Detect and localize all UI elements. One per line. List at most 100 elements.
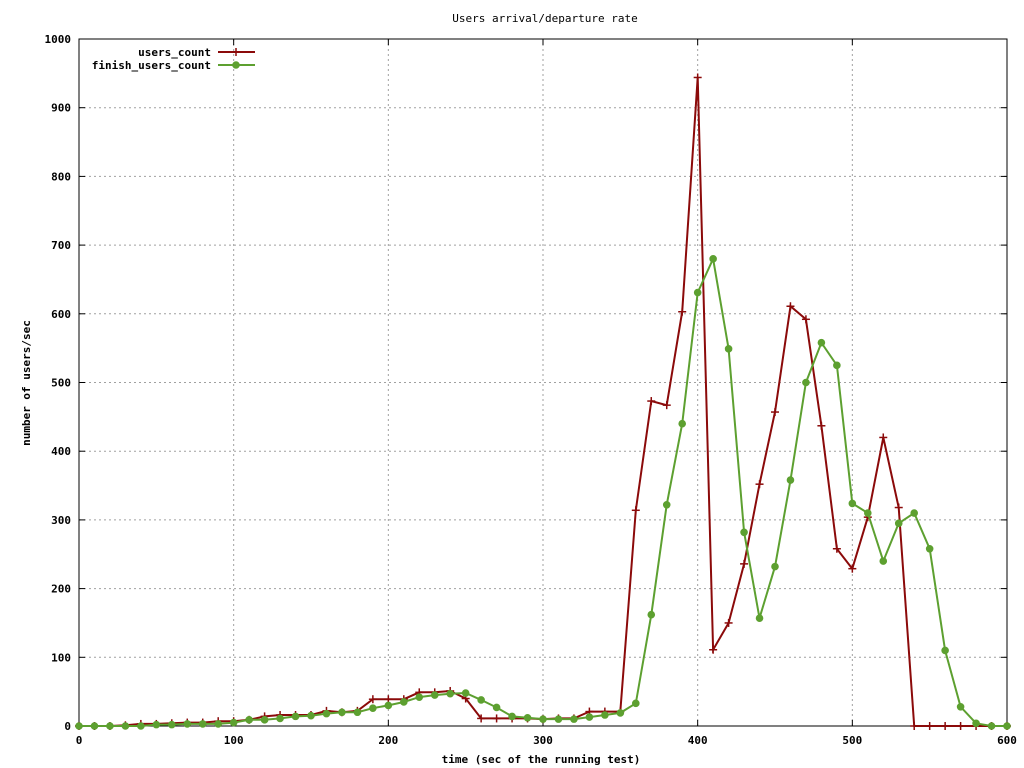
data-point [724, 345, 733, 353]
data-point [229, 718, 238, 727]
data-point [570, 715, 578, 723]
data-point [771, 408, 779, 417]
legend-label: users_count [138, 46, 211, 59]
data-point [740, 528, 748, 537]
y-tick-label: 400 [51, 445, 71, 458]
data-point [631, 506, 640, 515]
data-point [198, 720, 207, 728]
data-point [601, 711, 609, 719]
data-point [879, 557, 888, 565]
data-point [864, 509, 872, 517]
data-point [400, 698, 408, 706]
data-point [941, 722, 950, 730]
data-point [848, 499, 857, 508]
y-tick-label: 1000 [45, 33, 72, 46]
data-point [647, 610, 656, 619]
data-point [894, 519, 903, 528]
x-tick-label: 500 [842, 734, 862, 747]
data-point [508, 712, 516, 721]
data-point [755, 614, 764, 622]
data-point [910, 509, 919, 517]
data-point [338, 708, 346, 717]
data-point [307, 711, 315, 720]
data-point [925, 722, 934, 730]
data-point [616, 709, 625, 717]
data-point [662, 401, 671, 410]
data-point [121, 722, 130, 730]
y-tick-label: 900 [51, 102, 71, 115]
data-point [941, 646, 949, 655]
axis-ticks: 0 100 200 300 400 500 600 0 100 200 300 400 500 600 70… [45, 33, 1017, 747]
data-point [384, 701, 393, 710]
data-point [368, 695, 377, 704]
data-point [724, 618, 733, 627]
data-point [523, 713, 532, 722]
data-point [879, 433, 888, 442]
data-point [801, 315, 810, 324]
data-point [956, 702, 965, 711]
x-axis-label: time (sec of the running test) [442, 753, 641, 766]
legend-marker [232, 61, 240, 69]
data-point [693, 73, 702, 82]
data-point [245, 716, 253, 724]
x-tick-label: 300 [533, 734, 553, 747]
data-point [632, 699, 640, 708]
data-point [214, 720, 222, 728]
data-point [539, 715, 547, 723]
data-point [430, 691, 439, 699]
data-point [678, 419, 687, 428]
data-point [817, 338, 826, 347]
x-tick-label: 100 [224, 734, 244, 747]
data-point [894, 503, 903, 512]
data-point [771, 562, 779, 571]
y-axis-label: number of users/sec [20, 320, 33, 446]
data-point [972, 719, 980, 728]
data-point [353, 708, 362, 717]
data-point [786, 476, 795, 484]
data-point [369, 704, 377, 712]
data-point [833, 361, 841, 370]
data-point [477, 696, 485, 704]
y-tick-label: 600 [51, 308, 71, 321]
legend-marker [232, 48, 240, 56]
x-tick-label: 200 [378, 734, 398, 747]
data-point [168, 720, 176, 729]
data-point [75, 722, 83, 730]
data-point [415, 693, 424, 701]
data-point [925, 544, 934, 553]
data-point [492, 703, 501, 712]
data-point [647, 397, 656, 406]
data-point [276, 714, 284, 723]
data-point [585, 713, 594, 721]
x-tick-label: 400 [688, 734, 708, 747]
data-point [709, 645, 718, 654]
data-point [446, 689, 455, 698]
series-finish-users-count [75, 255, 1011, 730]
data-point [461, 689, 470, 697]
data-point [662, 500, 671, 509]
data-point [910, 722, 919, 730]
data-point [90, 722, 99, 730]
data-point [848, 564, 857, 573]
plot-border [78, 38, 1008, 727]
legend-label: finish_users_count [92, 59, 211, 72]
data-point [709, 255, 717, 263]
data-point [260, 716, 269, 724]
y-tick-label: 0 [64, 720, 71, 733]
data-point [322, 709, 331, 718]
data-point [492, 714, 501, 723]
data-point [291, 712, 300, 721]
data-point [802, 378, 810, 387]
data-point [137, 722, 145, 730]
series-users-count [75, 73, 1011, 730]
y-tick-label: 100 [51, 651, 71, 664]
chart-title: Users arrival/departure rate [452, 12, 637, 25]
data-point [152, 720, 161, 729]
data-point [956, 722, 965, 730]
data-point [693, 288, 702, 297]
data-point [554, 715, 563, 723]
data-point [817, 421, 826, 430]
data-point [106, 722, 114, 730]
data-point [740, 559, 749, 568]
